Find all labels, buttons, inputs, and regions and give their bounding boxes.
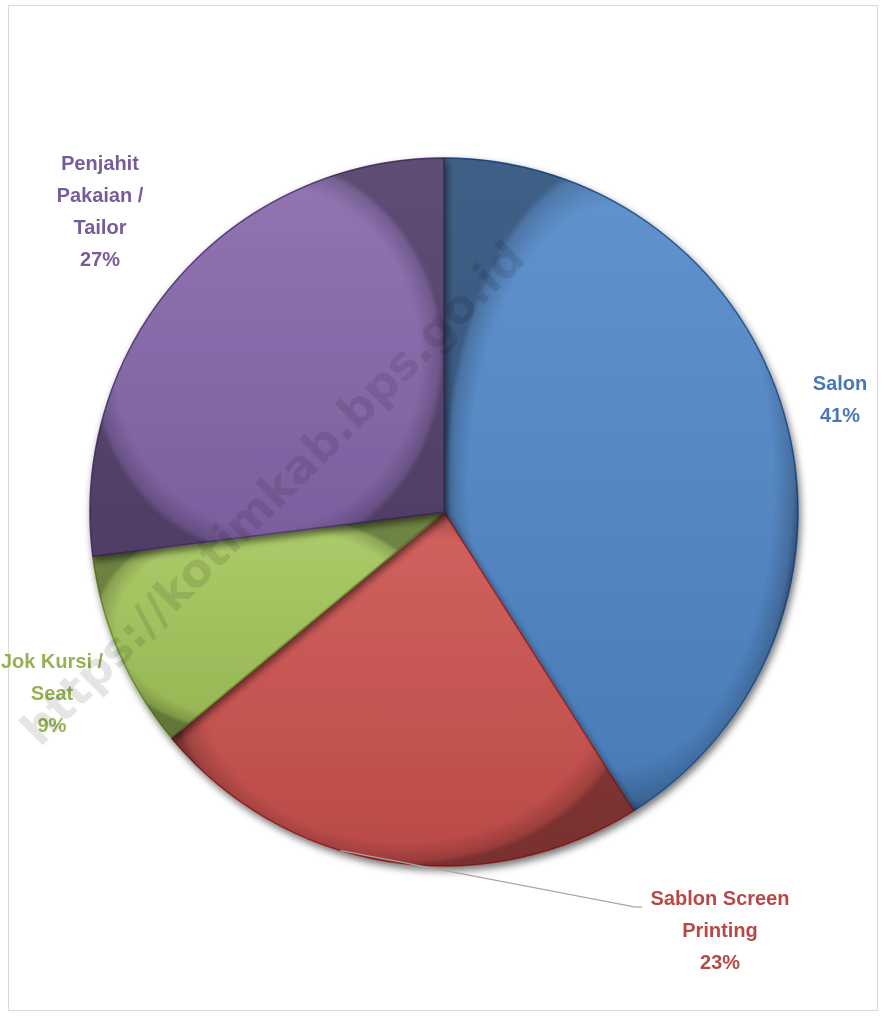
pie-slice-bevel-jok-kursi-seat xyxy=(92,512,444,738)
data-label-line: Seat xyxy=(31,683,74,705)
data-label-line: 27% xyxy=(80,249,120,271)
data-label-line: Sablon Screen xyxy=(651,888,790,910)
data-label-salon: Salon 41% xyxy=(813,373,867,427)
data-label-penjahit-pakaian-tailor: Penjahit Pakaian / Tailor 27% xyxy=(57,153,144,271)
data-label-line: 9% xyxy=(38,715,67,737)
leader-line-sablon-screen-printing xyxy=(340,849,642,908)
data-label-line: 41% xyxy=(820,405,860,427)
data-label-line: Printing xyxy=(682,920,758,942)
data-label-sablon-screen-printing: Sablon Screen Printing 23% xyxy=(651,888,790,974)
data-label-line: Penjahit xyxy=(61,153,139,175)
data-label-line: Salon xyxy=(813,373,867,395)
pie-slice-bevel-sablon-screen-printing xyxy=(171,512,634,866)
pie-slice-bevel-penjahit-pakaian-tailor xyxy=(89,158,444,557)
data-label-line: Tailor xyxy=(74,217,127,239)
data-label-jok-kursi-seat: Jok Kursi / Seat 9% xyxy=(1,651,104,737)
pie-slice-bevel-salon xyxy=(444,158,798,811)
data-label-line: Jok Kursi / xyxy=(1,651,104,673)
data-label-line: 23% xyxy=(700,952,740,974)
chart-frame xyxy=(8,5,878,1011)
data-label-line: Pakaian / xyxy=(57,185,144,207)
